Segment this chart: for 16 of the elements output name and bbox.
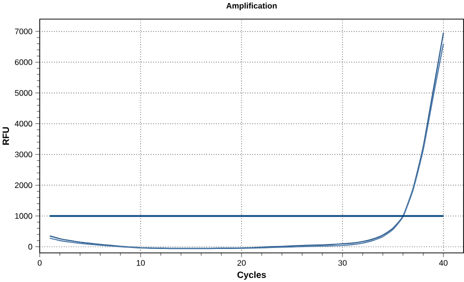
y-axis-title: RFU <box>2 127 10 144</box>
y-tick-label: 7000 <box>15 28 32 34</box>
y-tick-label: 1000 <box>15 212 32 219</box>
y-tick-label: 3000 <box>14 151 32 158</box>
chart-title: Amplification <box>226 2 277 10</box>
y-tick-label: 6000 <box>15 59 32 65</box>
y-tick-label: 2000 <box>15 182 32 188</box>
x-axis-title: Cycles <box>237 271 266 280</box>
x-tick-label: 20 <box>237 260 246 266</box>
x-tick-label: 30 <box>338 260 347 266</box>
y-tick-label: 4000 <box>14 120 32 126</box>
x-tick-label: 10 <box>136 260 145 266</box>
y-tick-label: 5000 <box>14 90 32 96</box>
x-tick-label: 40 <box>439 260 448 266</box>
y-tick-label: 0 <box>28 244 32 250</box>
x-tick-label: 0 <box>38 260 42 266</box>
